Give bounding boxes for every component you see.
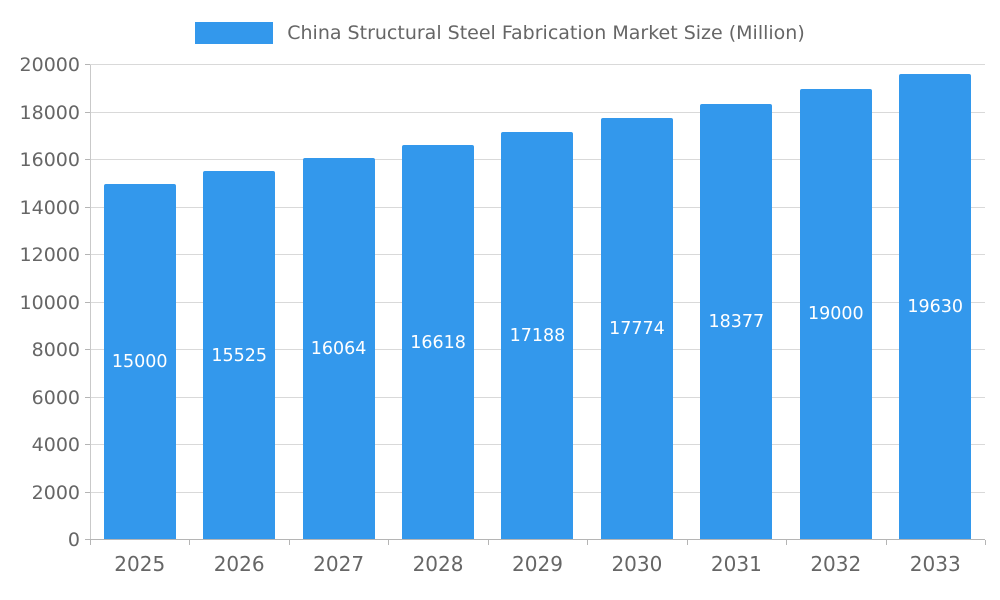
x-tick-mark: [90, 540, 91, 545]
x-tick-label: 2026: [213, 552, 265, 576]
y-axis-line: [90, 65, 91, 540]
y-tick-label: 14000: [19, 196, 80, 219]
x-tick-mark: [189, 540, 191, 545]
bar-value-label: 17188: [509, 325, 566, 346]
y-tick-mark: [85, 396, 90, 398]
x-tick-label: 2032: [810, 552, 862, 576]
gridline: [90, 64, 985, 65]
bar: 17774: [600, 117, 673, 540]
x-tick-label: 2029: [512, 552, 563, 576]
legend-swatch: [195, 22, 274, 44]
y-tick-label: 0: [67, 529, 80, 551]
bar-value-label: 16618: [410, 332, 466, 353]
x-tick-mark: [985, 540, 986, 545]
x-tick-mark: [686, 540, 688, 545]
x-tick-label: 2030: [611, 552, 663, 576]
bar: 16618: [402, 145, 475, 540]
x-tick-mark: [288, 540, 290, 545]
bar-value-label: 19000: [807, 304, 864, 325]
bar-value-label: 18377: [708, 311, 765, 332]
y-tick-label: 10000: [19, 291, 80, 314]
y-tick-mark: [85, 349, 90, 350]
x-tick-mark: [786, 540, 788, 545]
y-tick-label: 4000: [31, 434, 80, 456]
gridline: [90, 111, 985, 113]
bar-value-label: 15525: [211, 345, 267, 366]
bar: 15000: [103, 183, 176, 540]
bar: 19000: [799, 88, 872, 540]
x-tick-label: 2025: [114, 552, 166, 576]
bar: 15525: [203, 171, 276, 540]
x-axis-line: [90, 539, 985, 540]
x-tick-mark: [487, 540, 489, 545]
x-tick-label: 2028: [412, 552, 464, 576]
bar-series: 15000 15525 16064 16618 17188 17774 18377 19000…: [90, 65, 985, 540]
x-tick-label: 2033: [909, 552, 961, 576]
y-tick-label: 8000: [31, 339, 80, 361]
y-tick-mark: [85, 254, 90, 255]
y-tick-mark: [85, 111, 90, 113]
y-tick-mark: [85, 64, 90, 65]
x-tick-label: 2031: [710, 552, 762, 576]
legend: China Structural Steel Fabrication Marke…: [0, 18, 1000, 48]
y-tick-mark: [85, 301, 90, 303]
y-tick-label: 2000: [31, 481, 80, 504]
plot-area: 0 2000 4000 6000 8000 10000 12000 14000 16000 180…: [20, 54, 986, 551]
y-tick-mark: [85, 444, 90, 445]
y-tick-label: 20000: [19, 54, 80, 76]
x-tick-mark: [388, 540, 390, 545]
y-tick-label: 12000: [19, 244, 80, 266]
bar-value-label: 15000: [111, 351, 168, 372]
bar-value-label: 19630: [907, 296, 964, 317]
bar-value-label: 17774: [609, 318, 665, 339]
x-axis-labels: 2025 2026 2027 2028 2029 2030 2031 2032 2033: [90, 552, 985, 576]
bar: 16064: [302, 158, 375, 540]
bar: 18377: [700, 103, 773, 540]
y-tick-label: 16000: [19, 149, 80, 171]
bar: 17188: [501, 131, 574, 540]
x-tick-mark: [587, 540, 589, 545]
bar-value-label: 16064: [310, 339, 367, 360]
chart-title: China Structural Steel Fabrication Marke…: [287, 22, 805, 44]
y-tick-mark: [85, 539, 90, 540]
y-tick-label: 6000: [31, 386, 80, 409]
y-tick-label: 18000: [19, 101, 80, 124]
y-tick-mark: [85, 206, 90, 208]
y-tick-mark: [85, 491, 90, 493]
bar: 19630: [899, 73, 972, 540]
x-tick-label: 2027: [313, 552, 365, 576]
x-tick-mark: [885, 540, 887, 545]
y-tick-mark: [85, 159, 90, 160]
